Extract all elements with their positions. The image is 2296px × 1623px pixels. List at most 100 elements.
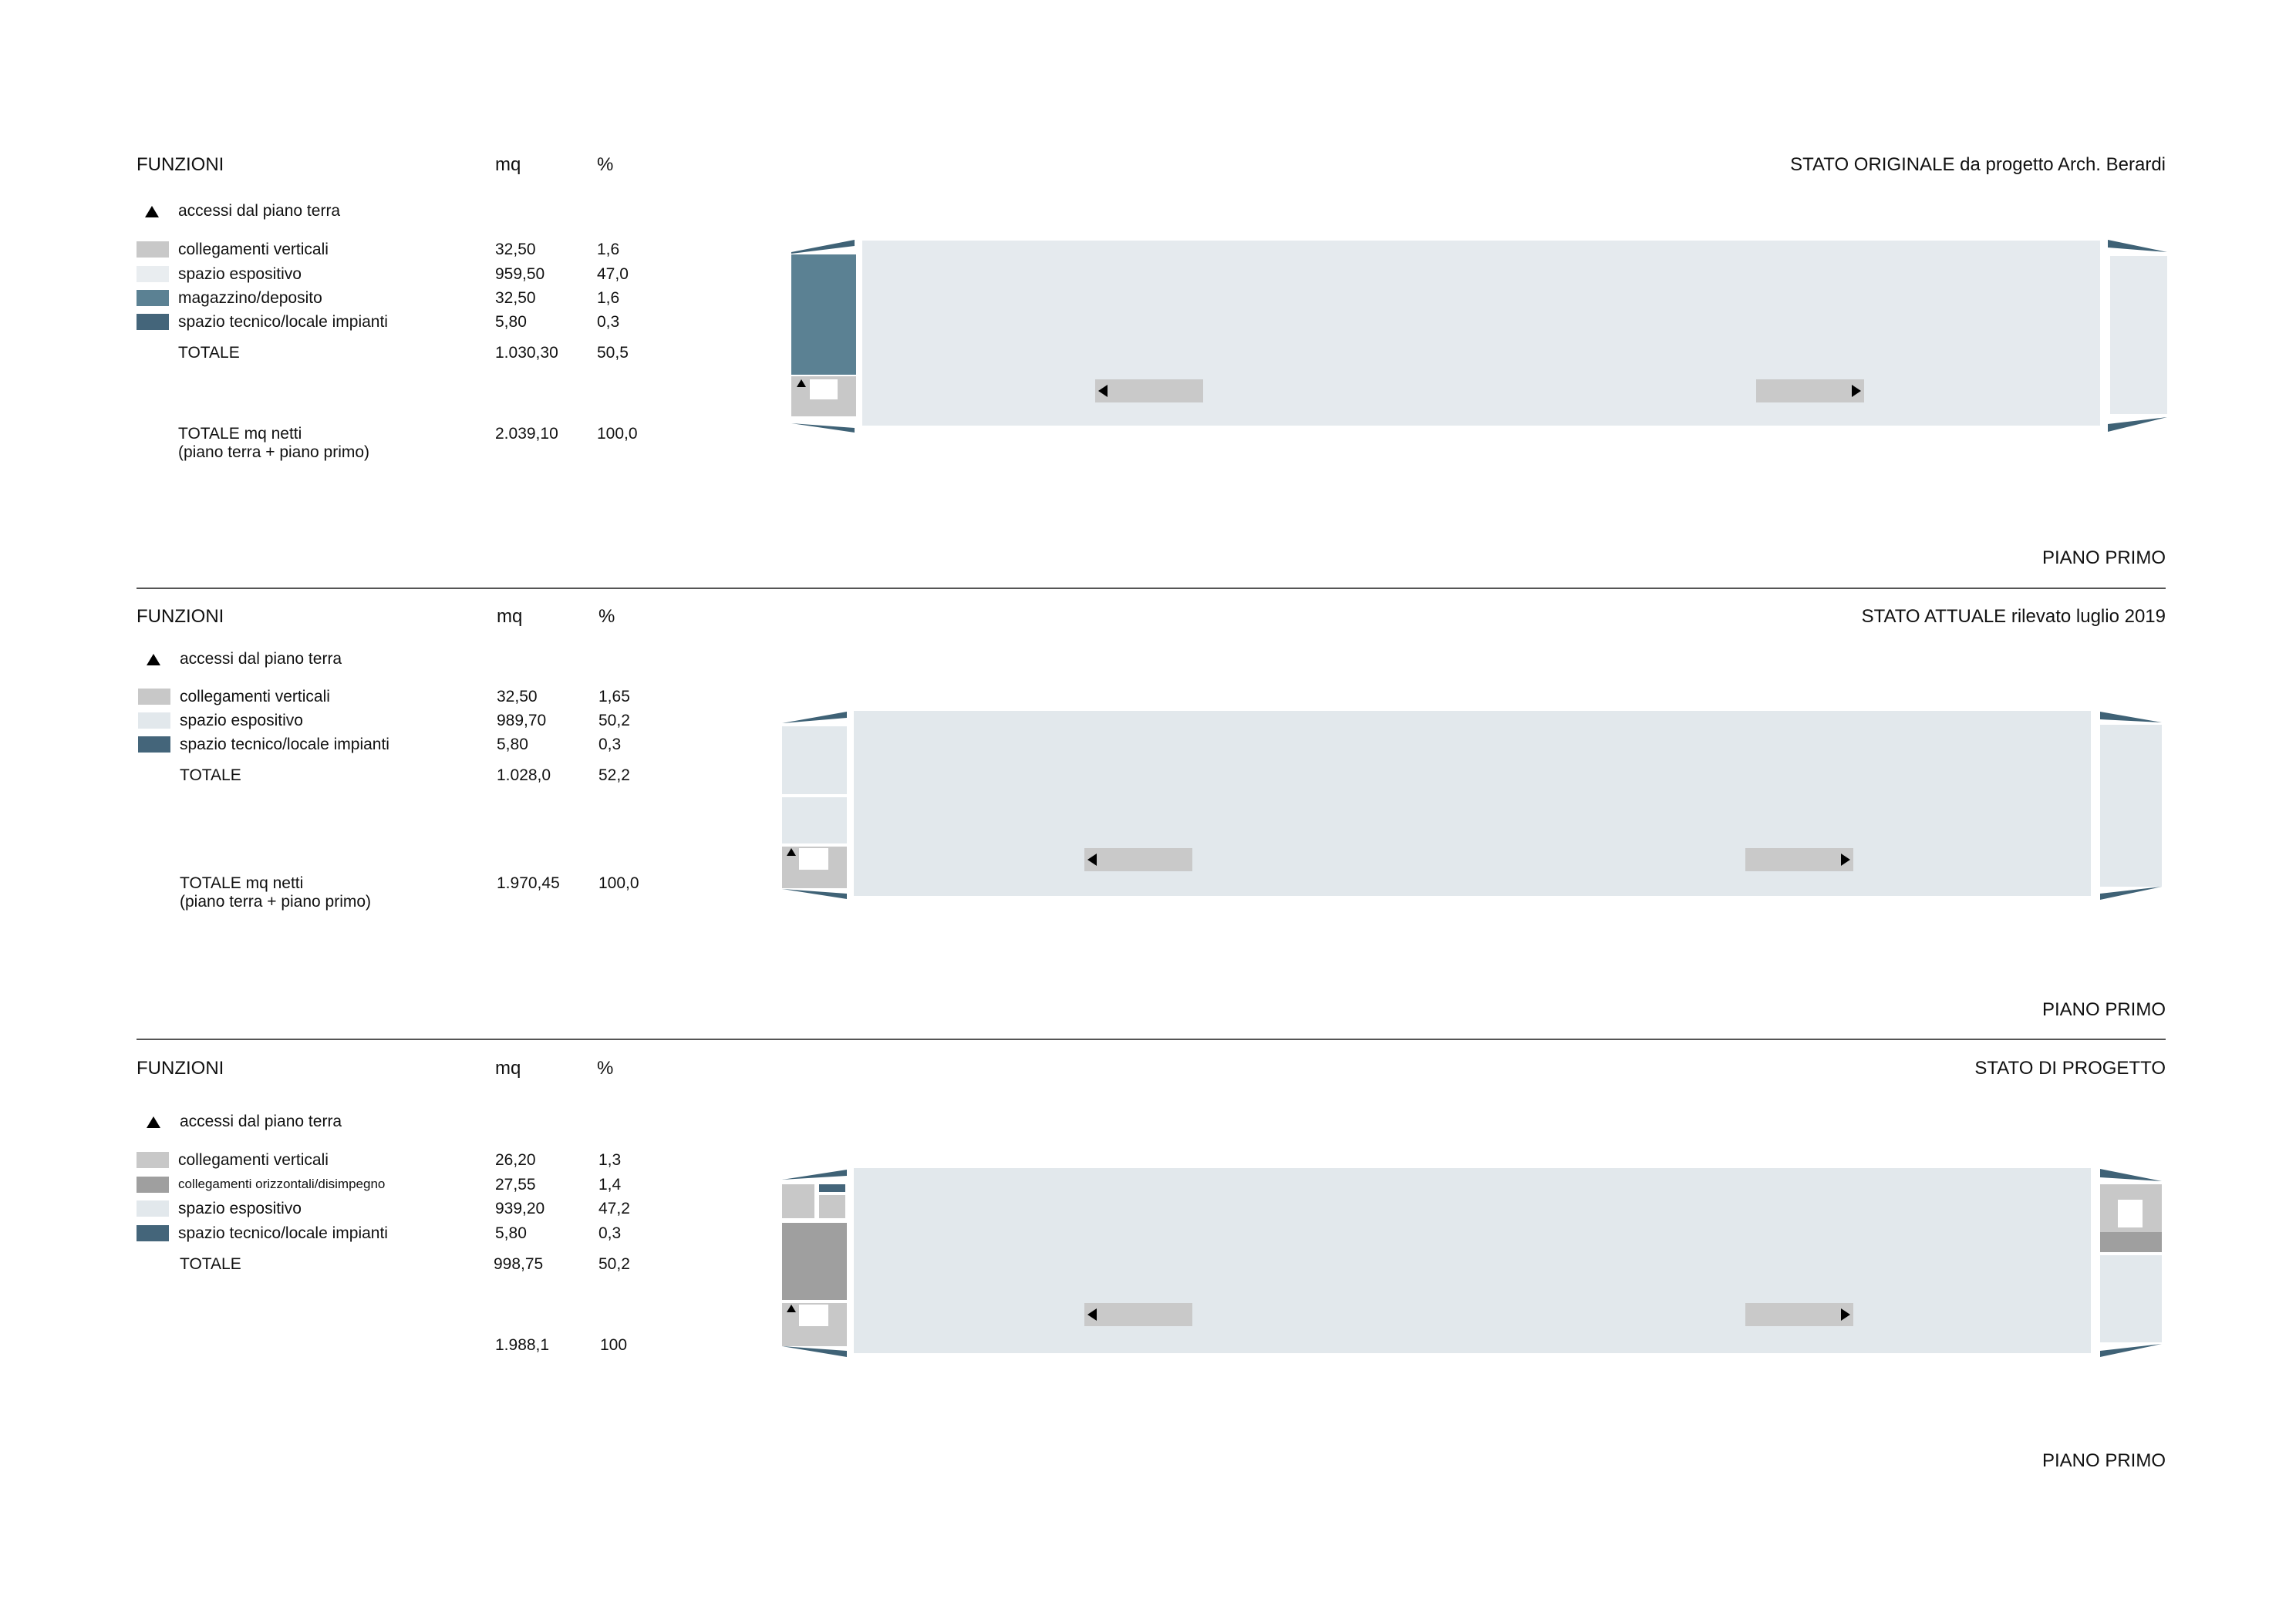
- legend-swatch: [137, 266, 169, 282]
- arrow-right-icon: [1841, 1308, 1850, 1321]
- arrow-bar: [1756, 379, 1864, 402]
- header-mq: mq: [495, 1058, 521, 1079]
- totale-label: TOTALE: [180, 766, 241, 784]
- corner-wedge: [2100, 887, 2162, 900]
- corner-wedge: [782, 712, 847, 723]
- section-title: STATO DI PROGETTO: [1974, 1058, 2166, 1079]
- access-label: accessi dal piano terra: [178, 202, 341, 220]
- legend-mq: 939,20: [495, 1200, 545, 1217]
- totale-pct: 52,2: [598, 766, 630, 784]
- legend-label: collegamenti verticali: [180, 688, 330, 705]
- legend-label: spazio espositivo: [178, 265, 302, 283]
- totale-mq: 1.028,0: [497, 766, 551, 784]
- stair-void: [810, 379, 838, 399]
- totale-netti-pct: 100,0: [598, 874, 639, 892]
- header-funzioni: FUNZIONI: [137, 1058, 224, 1079]
- corner-wedge: [2100, 1344, 2162, 1357]
- legend-swatch: [137, 314, 169, 330]
- access-triangle-icon: [797, 379, 806, 387]
- legend-mq: 32,50: [497, 688, 538, 705]
- totale-netti-mq: 1.970,45: [497, 874, 560, 892]
- legend-swatch: [138, 736, 170, 753]
- section-divider: [137, 1039, 2166, 1040]
- stair-void: [799, 848, 828, 870]
- legend-pct: 0,3: [598, 1224, 622, 1242]
- totale-pct: 50,5: [597, 344, 629, 362]
- totale-mq: 998,75: [494, 1255, 544, 1273]
- triangle-icon: [147, 654, 160, 665]
- header-mq: mq: [495, 154, 521, 175]
- totale-netti-pct: 100,0: [597, 425, 638, 443]
- legend-mq: 32,50: [495, 241, 536, 258]
- legend-pct: 1,6: [597, 289, 620, 307]
- section-divider: [137, 588, 2166, 589]
- room-collegamenti-verticali: [819, 1184, 845, 1192]
- room-collegamenti-orizzontali: [2100, 1232, 2162, 1252]
- header-funzioni: FUNZIONI: [137, 606, 224, 627]
- legend-swatch: [137, 1200, 169, 1217]
- room-collegamenti-orizzontali: [782, 1223, 847, 1300]
- legend-swatch: [137, 1152, 169, 1168]
- header-funzioni: FUNZIONI: [137, 154, 224, 175]
- arrow-left-icon: [1087, 854, 1097, 866]
- legend-label: spazio tecnico/locale impianti: [178, 1224, 388, 1242]
- legend-pct: 0,3: [597, 313, 620, 331]
- legend-swatch: [137, 290, 169, 306]
- legend-mq: 5,80: [497, 736, 528, 753]
- corner-wedge: [782, 1346, 847, 1357]
- header-pct: %: [597, 154, 614, 175]
- totale-mq: 1.030,30: [495, 344, 558, 362]
- stair-void: [799, 1305, 828, 1326]
- legend-label: magazzino/deposito: [178, 289, 322, 307]
- floor-plan-originale: [791, 240, 2167, 433]
- legend-mq: 5,80: [495, 1224, 527, 1242]
- header-pct: %: [598, 606, 615, 627]
- corner-wedge: [2100, 1169, 2162, 1181]
- arrow-bar: [1084, 848, 1192, 871]
- legend-mq: 5,80: [495, 313, 527, 331]
- arrow-bar: [1084, 1303, 1192, 1326]
- section-title: STATO ATTUALE rilevato luglio 2019: [1861, 606, 2166, 627]
- corner-wedge: [2108, 417, 2167, 432]
- legend-pct: 0,3: [598, 736, 622, 753]
- arrow-right-icon: [1852, 385, 1861, 397]
- arrow-bar: [1095, 379, 1203, 402]
- floor-label: PIANO PRIMO: [2041, 999, 2166, 1020]
- access-triangle-icon: [787, 848, 796, 856]
- totale-netti-sublabel: (piano terra + piano primo): [178, 443, 370, 461]
- corner-wedge: [782, 1170, 847, 1180]
- floor-label: PIANO PRIMO: [2041, 547, 2166, 568]
- header-mq: mq: [497, 606, 523, 627]
- corner-wedge: [2100, 712, 2162, 722]
- legend-label: collegamenti verticali: [178, 1151, 329, 1169]
- totale-pct: 50,2: [598, 1255, 630, 1273]
- section-title: STATO ORIGINALE da progetto Arch. Berard…: [1790, 154, 2166, 175]
- triangle-icon: [147, 1116, 160, 1128]
- corner-wedge: [791, 240, 855, 254]
- totale-netti-sublabel: (piano terra + piano primo): [180, 893, 372, 911]
- arrow-right-icon: [1841, 854, 1850, 866]
- legend-pct: 1,65: [598, 688, 630, 705]
- corner-wedge: [2108, 240, 2167, 252]
- legend-mq: 959,50: [495, 265, 545, 283]
- room-spazio-espositivo: [854, 1168, 2091, 1353]
- room-spazio-espositivo: [2100, 1255, 2162, 1342]
- room-collegamenti-verticali: [782, 726, 847, 794]
- arrow-left-icon: [1098, 385, 1108, 397]
- room-magazzino: [791, 254, 856, 375]
- room-collegamenti-verticali: [819, 1195, 845, 1218]
- legend-label: spazio espositivo: [180, 712, 303, 729]
- floor-plan-progetto: [782, 1168, 2162, 1357]
- stair-void: [2118, 1200, 2143, 1227]
- legend-pct: 47,2: [598, 1200, 630, 1217]
- legend-pct: 50,2: [598, 712, 630, 729]
- totale-netti-mq: 2.039,10: [495, 425, 558, 443]
- legend-swatch: [138, 712, 170, 729]
- legend-pct: 1,4: [598, 1176, 622, 1194]
- legend-pct: 1,6: [597, 241, 620, 258]
- totale-netti-mq: 1.988,1: [495, 1336, 550, 1354]
- legend-mq: 989,70: [497, 712, 547, 729]
- header-pct: %: [597, 1058, 614, 1079]
- arrow-bar: [1745, 848, 1853, 871]
